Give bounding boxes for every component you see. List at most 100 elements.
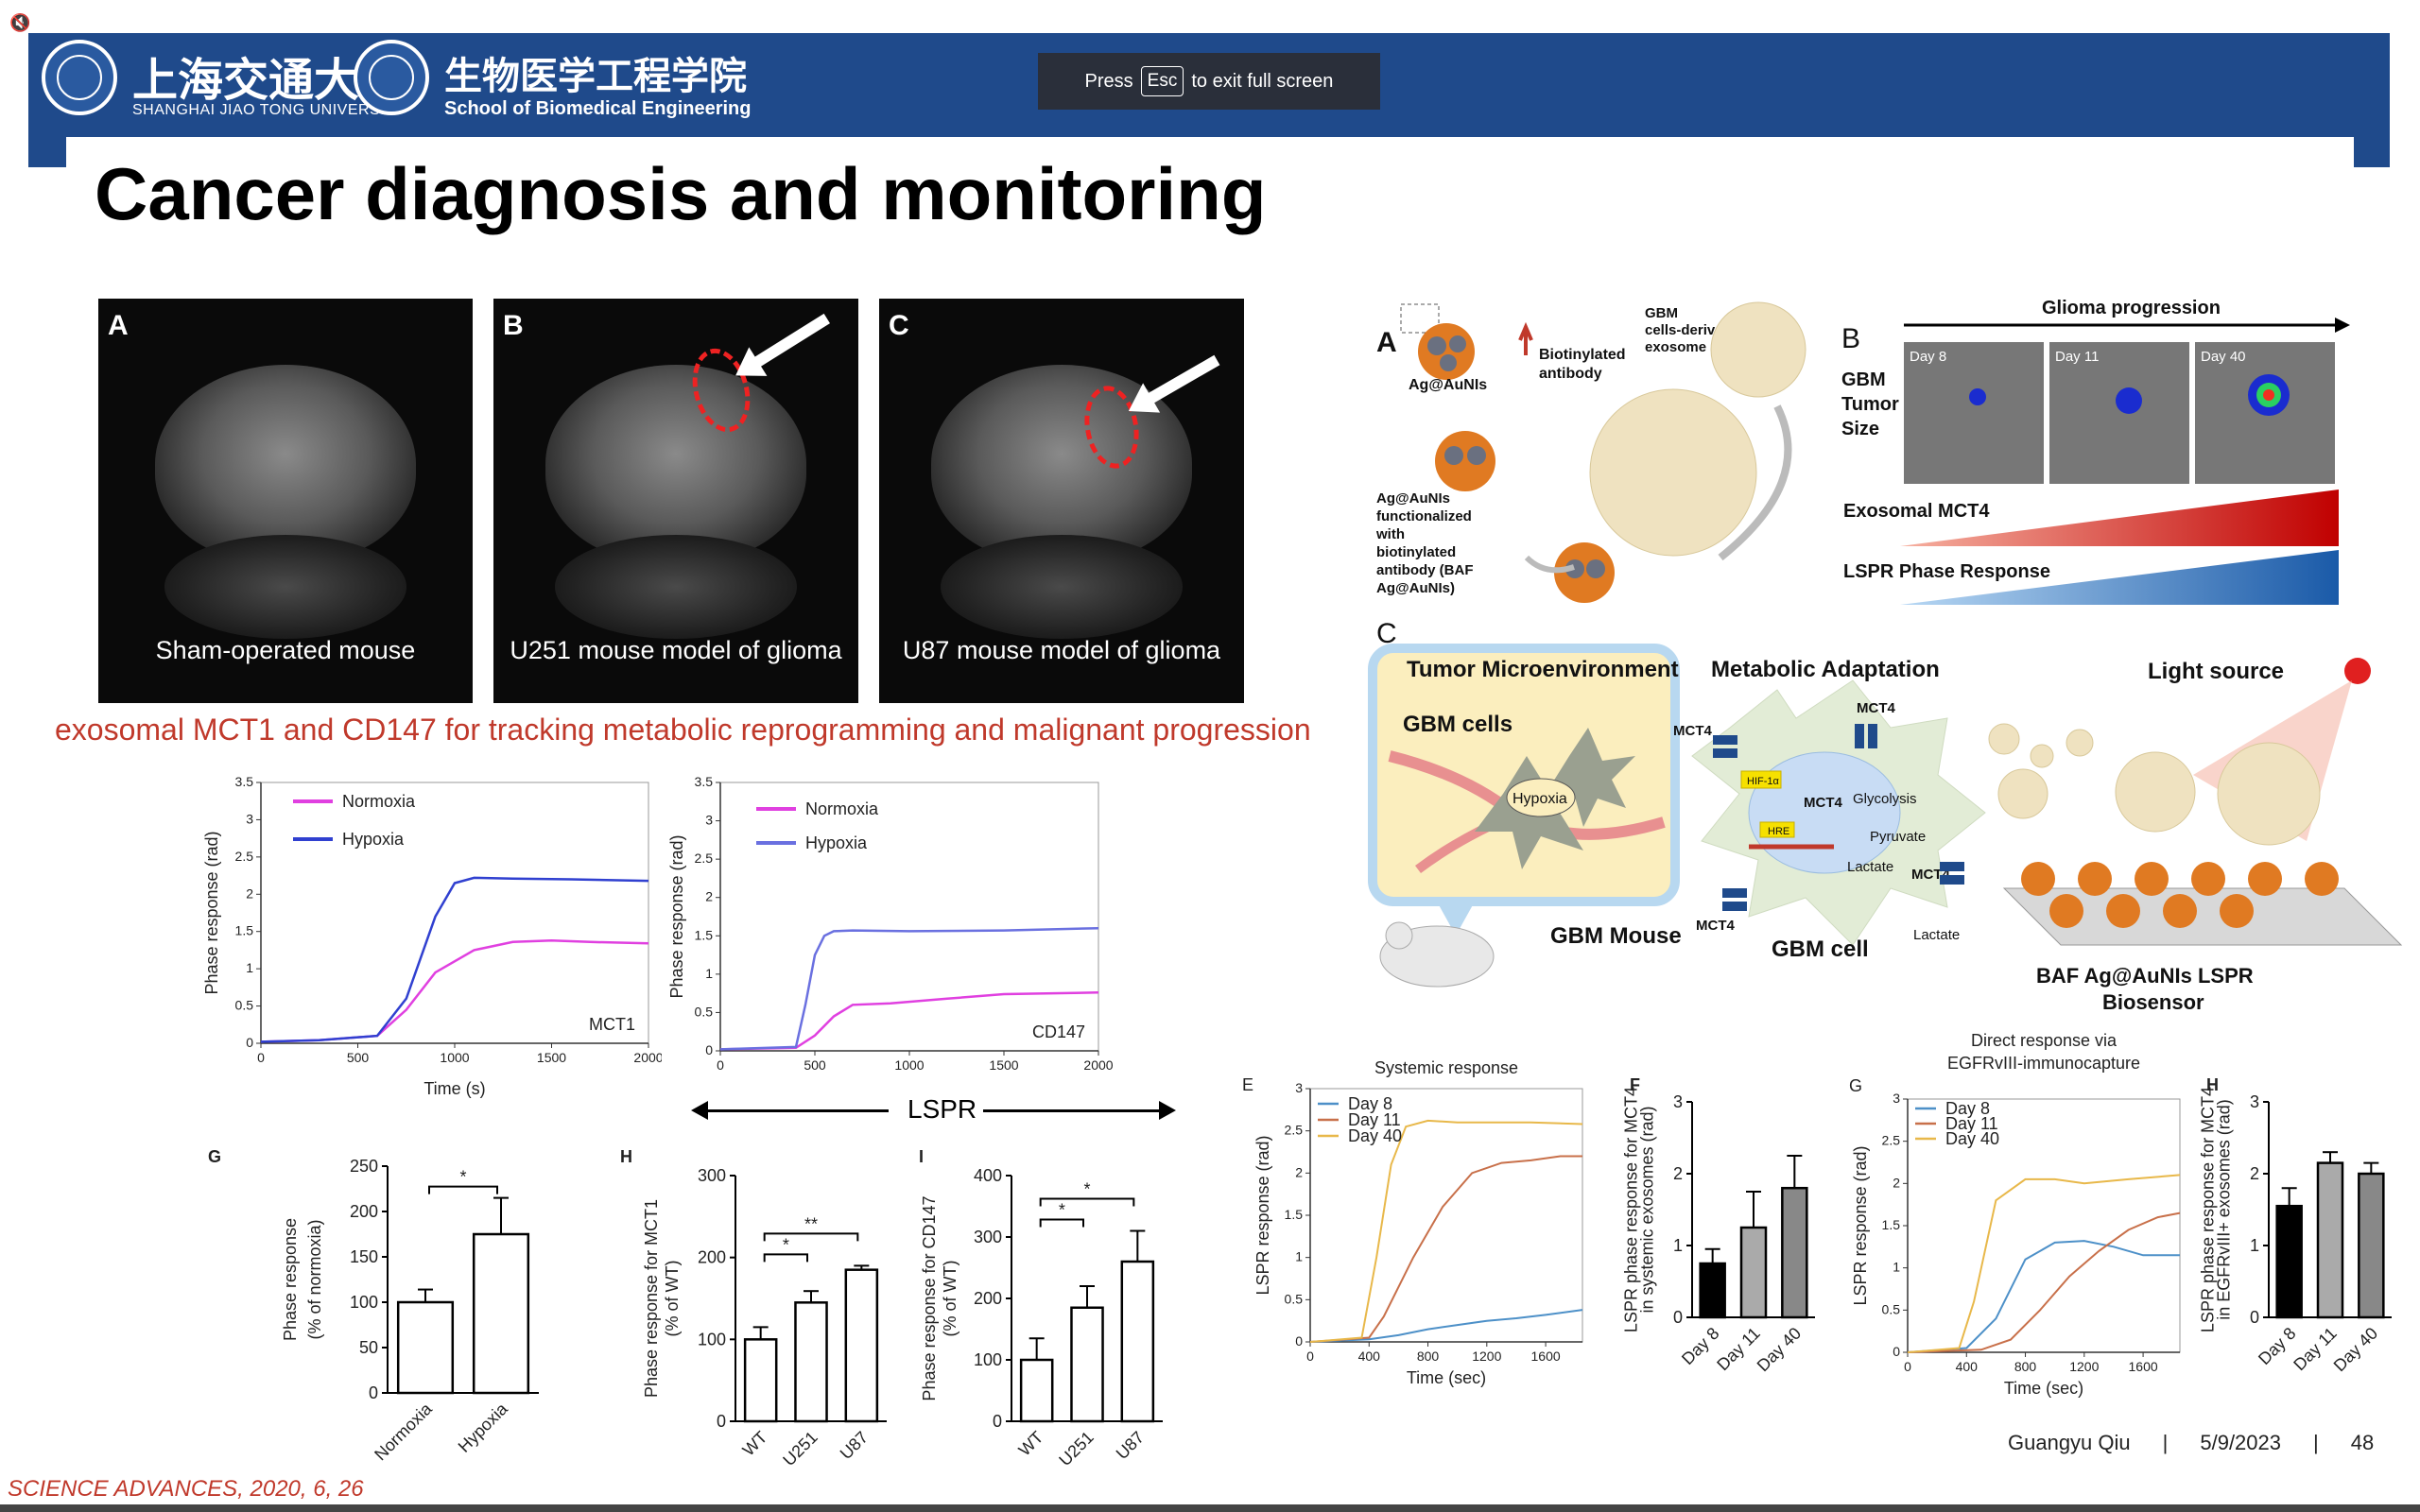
mri-panel-a: A Sham-operated mouse <box>98 299 473 703</box>
bar <box>2316 1161 2344 1319</box>
y-tick-label: 0 <box>993 1412 1002 1431</box>
legend-label: Day 11 <box>1945 1114 1998 1133</box>
legend-label: Day 11 <box>1348 1110 1401 1129</box>
label-day11: Day 11 <box>2055 349 2099 365</box>
y-axis-label: LSPR response (rad) <box>1253 1135 1272 1295</box>
y-tick-label: 3 <box>2250 1092 2259 1111</box>
series-line-hypoxia <box>719 926 1099 1051</box>
y-tick-label: 0.5 <box>235 998 254 1013</box>
label-hypoxia: Hypoxia <box>1512 791 1567 807</box>
y-tick-label: 1 <box>1893 1260 1900 1275</box>
series-line-day-8 <box>1907 1240 2180 1353</box>
ag-au-particle-icon <box>1435 431 1495 491</box>
x-axis-label: Time (s) <box>424 1079 485 1098</box>
x-tick-label: 400 <box>1358 1349 1381 1364</box>
bar <box>743 1338 778 1423</box>
bar <box>1120 1260 1155 1423</box>
label-glioma-progression: Glioma progression <box>2042 298 2221 318</box>
panel-a-letter: A <box>1376 327 1397 358</box>
label-gbm-cells: GBM cells <box>1403 712 1512 737</box>
category-label: Day 40 <box>2330 1324 2381 1375</box>
y-tick-label: 2.5 <box>235 849 254 864</box>
y-tick-label: 1 <box>2250 1236 2259 1255</box>
progression-arrow-icon <box>2335 318 2350 333</box>
tumor-arrow-icon <box>743 313 830 374</box>
y-tick-label: 3 <box>1893 1091 1900 1106</box>
y-tick-label: 300 <box>974 1228 1002 1246</box>
y-tick-label: 0 <box>246 1035 253 1050</box>
antibody-icon <box>1518 321 1533 355</box>
toast-esc-key: Esc <box>1140 66 1184 96</box>
category-label: WT <box>739 1428 771 1460</box>
fullscreen-toast: Press Esc to exit full screen <box>1038 53 1380 110</box>
y-tick-label: 3 <box>1295 1080 1303 1095</box>
banner-edge-right <box>2354 137 2390 167</box>
x-tick-label: 2000 <box>633 1050 662 1065</box>
x-axis-label: Time (sec) <box>1407 1368 1486 1387</box>
panel-b-letter: B <box>1841 323 1860 354</box>
y-tick-label: 2.5 <box>1285 1123 1304 1138</box>
x-tick-label: 800 <box>1417 1349 1440 1364</box>
label-exosome: GBM cells-derived exosome <box>1645 305 1732 355</box>
y-tick-label: 150 <box>350 1247 378 1266</box>
chart-annotation: MCT1 <box>589 1015 635 1034</box>
panel-letter: G <box>208 1147 221 1166</box>
y-tick-label: 400 <box>974 1166 1002 1185</box>
y-tick-label: 0.5 <box>1882 1301 1901 1316</box>
label-biosensor-2: Biosensor <box>2102 990 2204 1014</box>
toast-press: Press <box>1084 70 1133 92</box>
y-axis-label: Phase response for MCT1 (% of WT) <box>642 1199 682 1398</box>
footer-date: 5/9/2023 <box>2200 1431 2281 1454</box>
y-axis-label: Phase response (rad) <box>667 834 686 998</box>
x-tick-label: 400 <box>1956 1359 1979 1374</box>
y-tick-label: 1 <box>246 960 253 975</box>
flow-arrow-icon <box>1718 404 1792 561</box>
category-label: Day 11 <box>2290 1324 2341 1375</box>
category-label: Hypoxia <box>455 1399 512 1456</box>
footer-sep-2: | <box>2313 1431 2319 1454</box>
slide-title: Cancer diagnosis and monitoring <box>95 152 1267 235</box>
label-lactate-outer: Lactate <box>1913 927 1960 943</box>
y-axis-label: Phase response for CD147 (% of WT) <box>920 1195 959 1400</box>
x-tick-label: 1000 <box>440 1050 469 1065</box>
mute-icon[interactable]: 🔇 <box>9 13 31 32</box>
chart-i: 0 100 200 300 400 WT U251 U87 * * Phase response f… <box>919 1147 1163 1469</box>
lspr-label: LSPR <box>908 1094 977 1124</box>
x-tick-label: 1500 <box>537 1050 566 1065</box>
significance-label: * <box>459 1168 466 1187</box>
x-tick-label: 500 <box>804 1057 826 1073</box>
y-tick-label: 2.5 <box>695 850 714 866</box>
y-tick-label: 1 <box>705 966 713 981</box>
y-tick-label: 300 <box>698 1166 726 1185</box>
chart-mct1: 0 500 1000 1500 2000 0 0.5 1 1.5 2 2.5 3 3.5 Normoxia… <box>202 774 662 1098</box>
category-label: U251 <box>779 1428 821 1470</box>
day11-image <box>2049 342 2189 484</box>
x-tick-label: 1500 <box>989 1057 1018 1073</box>
label-tumor-size-3: Size <box>1841 419 1879 439</box>
series-line-day-40 <box>1907 1174 2181 1353</box>
label-lactate-inner: Lactate <box>1847 859 1893 875</box>
significance-bracket <box>1039 1197 1135 1207</box>
label-functionalized: Ag@AuNIs functionalized with biotinylated an… <box>1375 490 1474 596</box>
y-tick-label: 1.5 <box>235 923 254 938</box>
label-gbm-mouse: GBM Mouse <box>1550 923 1682 949</box>
y-tick-label: 1 <box>1295 1249 1303 1264</box>
significance-label: * <box>1059 1201 1065 1220</box>
label-biosensor-1: BAF Ag@AuNIs LSPR <box>2036 964 2254 988</box>
y-tick-label: 0 <box>369 1383 378 1402</box>
y-tick-label: 3 <box>246 811 253 826</box>
mri-panel-caption: Sham-operated mouse <box>155 636 416 664</box>
mri-panel-caption: U251 mouse model of glioma <box>510 636 842 664</box>
y-tick-label: 50 <box>359 1338 378 1357</box>
significance-label: * <box>783 1235 789 1254</box>
significance-bracket <box>1039 1218 1084 1228</box>
y-tick-label: 2 <box>246 885 253 901</box>
x-tick-label: 1200 <box>1472 1349 1501 1364</box>
panel-letter: G <box>1849 1076 1862 1095</box>
x-tick-label: 500 <box>347 1050 370 1065</box>
y-tick-label: 2.5 <box>1882 1133 1901 1148</box>
x-tick-label: 0 <box>257 1050 265 1065</box>
label-particle: Ag@AuNIs <box>1409 377 1487 393</box>
